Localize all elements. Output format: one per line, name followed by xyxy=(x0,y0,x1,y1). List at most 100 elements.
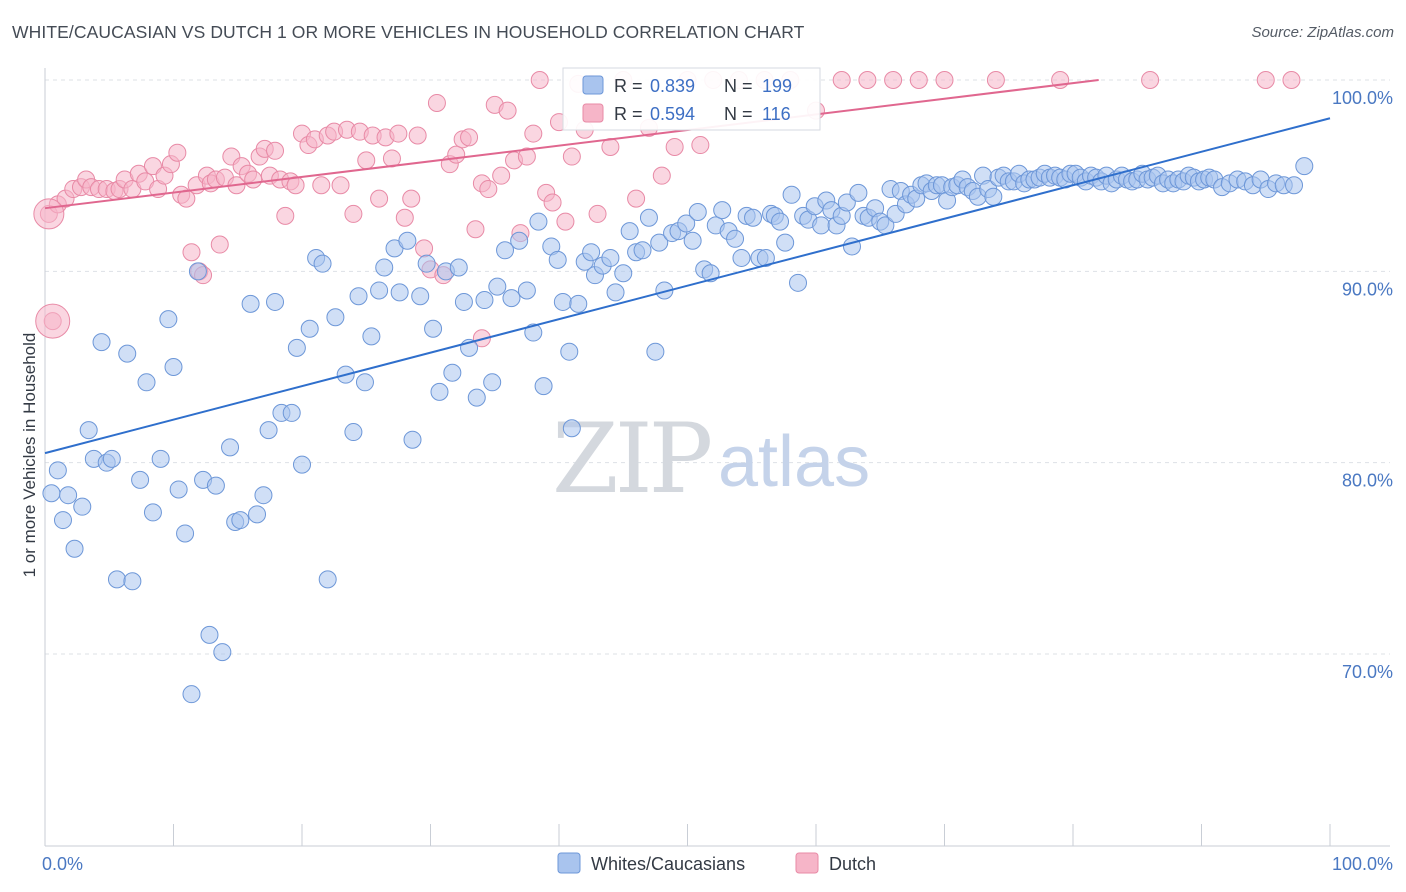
data-point xyxy=(524,124,543,143)
data-point xyxy=(312,176,331,195)
legend-label: Dutch xyxy=(829,854,876,874)
series-whites-caucasians xyxy=(42,157,1314,704)
data-point xyxy=(59,486,78,505)
data-point xyxy=(168,143,187,162)
data-point xyxy=(776,233,795,252)
data-point xyxy=(300,319,319,338)
data-point xyxy=(479,180,498,199)
data-point xyxy=(389,124,408,143)
data-point xyxy=(560,342,579,361)
data-point xyxy=(188,262,207,281)
data-point xyxy=(349,287,368,306)
data-point xyxy=(517,281,536,300)
data-point xyxy=(601,248,620,267)
data-point xyxy=(701,264,720,283)
stats-r-value: 0.594 xyxy=(650,104,695,124)
data-point xyxy=(502,289,521,308)
data-point xyxy=(102,449,121,468)
data-point xyxy=(744,208,763,227)
data-point xyxy=(326,308,345,327)
data-point xyxy=(447,145,466,164)
legend-swatch-blue xyxy=(557,852,581,874)
data-point xyxy=(430,382,449,401)
data-point xyxy=(683,231,702,250)
data-point xyxy=(553,292,572,311)
data-point xyxy=(691,136,710,155)
data-point xyxy=(884,71,903,89)
data-point xyxy=(588,204,607,223)
data-point xyxy=(164,358,183,376)
x-tick-labels: 0.0% 100.0% xyxy=(42,854,1393,874)
data-point xyxy=(241,294,260,313)
data-point xyxy=(331,176,350,195)
data-point xyxy=(123,572,142,591)
data-point xyxy=(287,338,306,357)
y-axis-label: 1 or more Vehicles in Household xyxy=(20,333,39,578)
data-point xyxy=(986,71,1005,89)
data-point xyxy=(42,484,61,503)
stats-r-label: R = xyxy=(614,76,643,96)
data-point xyxy=(344,204,363,223)
data-point xyxy=(403,430,422,449)
data-point xyxy=(357,151,376,170)
data-point xyxy=(411,287,430,306)
data-point-large xyxy=(35,303,71,339)
data-point xyxy=(143,157,162,176)
data-point xyxy=(620,222,639,241)
data-point xyxy=(677,214,696,233)
data-point xyxy=(143,503,162,522)
data-point xyxy=(614,264,633,283)
data-point xyxy=(159,310,178,329)
trend-line-dutch xyxy=(44,79,1099,210)
data-point xyxy=(417,254,436,273)
data-point xyxy=(543,193,562,212)
data-point xyxy=(652,166,671,185)
source-credit: Source: ZipAtlas.com xyxy=(1251,24,1394,41)
data-point xyxy=(832,71,851,89)
data-point xyxy=(517,147,536,166)
data-point xyxy=(454,292,473,311)
data-point xyxy=(524,323,543,342)
data-point xyxy=(496,241,515,260)
data-point xyxy=(688,203,707,222)
data-point xyxy=(646,342,665,361)
data-point xyxy=(812,216,831,235)
stats-swatch-pink xyxy=(582,103,604,123)
data-point xyxy=(213,643,232,662)
data-point xyxy=(466,220,485,239)
data-point xyxy=(362,327,381,346)
data-point-large xyxy=(33,198,65,230)
data-point xyxy=(370,189,389,208)
legend-item-whites[interactable]: Whites/Caucasians xyxy=(557,852,745,874)
data-point xyxy=(984,187,1003,206)
data-point xyxy=(562,147,581,166)
data-point xyxy=(858,71,877,89)
data-point xyxy=(176,524,195,543)
data-point xyxy=(151,449,170,468)
chart-title: WHITE/CAUCASIAN VS DUTCH 1 OR MORE VEHIC… xyxy=(12,22,805,42)
stats-legend-box: R = 0.839 N = 199 R = 0.594 N = 116 xyxy=(562,67,821,131)
stats-n-label: N = xyxy=(724,76,753,96)
data-point xyxy=(467,388,486,407)
data-point xyxy=(909,71,928,89)
data-point xyxy=(633,241,652,260)
data-point xyxy=(137,373,156,392)
trend-lines xyxy=(44,79,1331,455)
data-point xyxy=(530,71,549,89)
data-point xyxy=(1282,71,1301,89)
legend-item-dutch[interactable]: Dutch xyxy=(795,852,876,874)
data-point xyxy=(210,235,229,254)
data-point xyxy=(92,333,111,352)
data-point xyxy=(756,248,775,267)
axes xyxy=(44,68,1390,847)
data-point xyxy=(131,470,150,489)
data-point xyxy=(390,283,409,302)
data-point xyxy=(355,373,374,392)
stats-n-value: 116 xyxy=(762,104,791,124)
data-point xyxy=(1295,157,1314,176)
data-point xyxy=(276,206,295,225)
data-point xyxy=(1141,71,1160,89)
data-point xyxy=(935,71,954,89)
data-point xyxy=(344,423,363,442)
legend-label: Whites/Caucasians xyxy=(591,854,745,874)
